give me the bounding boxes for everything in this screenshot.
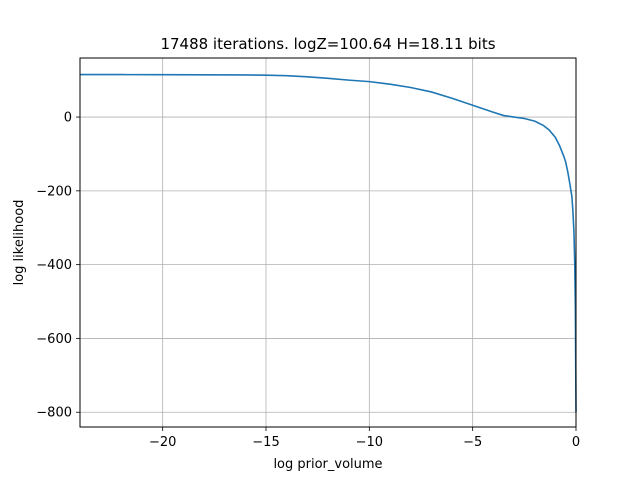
series-layer: [80, 73, 577, 413]
y-tick-label: −600: [36, 332, 72, 347]
x-tick-label: −15: [252, 435, 279, 450]
y-axis-label: log likelihood: [12, 200, 27, 286]
series-line: [80, 73, 577, 413]
y-tick-label: −400: [36, 258, 72, 273]
x-tick-label: −10: [356, 435, 383, 450]
chart-title: 17488 iterations. logZ=100.64 H=18.11 bi…: [160, 35, 495, 53]
x-axis-ticks: −20 −15 −10 −5 0: [149, 427, 580, 450]
grid-lines: [80, 58, 577, 427]
x-tick-label: 0: [572, 435, 580, 450]
plot-area-frame: [79, 57, 577, 428]
y-tick-label: 0: [64, 111, 72, 126]
y-tick-label: −800: [36, 406, 72, 421]
x-tick-label: −5: [463, 435, 482, 450]
x-axis-label: log prior_volume: [273, 457, 382, 472]
y-tick-label: −200: [36, 184, 72, 199]
y-axis-ticks: −800 −600 −400 −200 0: [36, 111, 80, 421]
x-tick-label: −20: [149, 435, 176, 450]
